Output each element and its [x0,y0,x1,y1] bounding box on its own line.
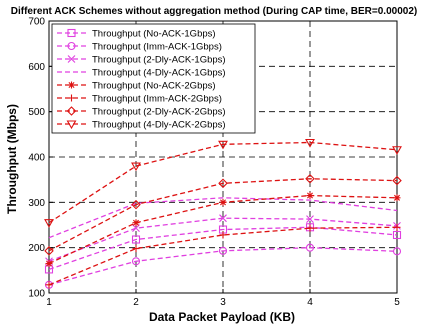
data-point [45,281,53,289]
legend-item: Throughput (Imm-ACK-1Gbps) [57,41,222,52]
data-point [305,173,315,184]
y-axis-label: Throughput (Mbps) [5,104,19,214]
data-point [67,28,76,38]
data-point [68,81,75,89]
y-tick-label: 300 [28,198,45,209]
data-point [392,247,402,256]
series-8 [44,138,402,228]
x-tick-label: 1 [46,297,52,308]
data-point [218,178,228,189]
data-point [131,257,141,266]
data-point [132,245,140,253]
data-point [392,146,402,155]
legend-item: Throughput (No-ACK-2Gbps) [57,80,216,91]
data-point [305,138,315,148]
data-point [66,106,77,116]
chart-title: Different ACK Schemes without aggregatio… [11,6,417,17]
y-tick-label: 700 [28,17,45,28]
series-line [48,141,398,224]
data-point [131,235,141,244]
legend-item: Throughput (4-Dly-ACK-2Gbps) [57,119,226,130]
x-tick-label: 2 [133,297,139,308]
data-point [44,219,54,228]
legend: Throughput (No-ACK-1Gbps) Throughput (Imm… [51,23,256,134]
series-line [48,197,398,239]
axis-ticks: 1 2 3 4 5 100 200 300 400 500 600 700 [28,17,400,309]
legend-label: Throughput (Imm-ACK-1Gbps) [92,41,222,52]
data-point [306,192,314,200]
legend-box [51,23,256,134]
data-point [68,94,75,102]
y-tick-label: 100 [28,289,45,300]
legend-item: Throughput (No-ACK-1Gbps) [57,28,216,39]
legend-label: Throughput (2-Dly-ACK-1Gbps) [92,54,226,65]
x-tick-label: 5 [394,297,400,308]
legend-item: Throughput (Imm-ACK-2Gbps) [57,93,222,104]
data-point [67,55,76,63]
series-group [44,138,402,289]
data-point [392,230,402,240]
legend-label: Throughput (4-Dly-ACK-2Gbps) [92,119,226,130]
data-point [45,260,53,268]
data-point [393,223,401,231]
y-tick-label: 400 [28,153,45,164]
series-line [48,226,398,271]
data-point [393,194,401,202]
data-point [131,162,141,172]
legend-item: Throughput (4-Dly-ACK-1Gbps) [57,67,226,78]
series-line [48,247,398,286]
series-7 [44,173,402,256]
data-point [306,215,314,223]
series-5 [45,192,401,268]
data-point [132,219,140,227]
y-tick-label: 600 [28,62,45,73]
data-point [44,246,54,256]
data-point [218,246,228,255]
data-point [305,243,315,252]
data-point [132,224,140,233]
data-point [131,199,141,210]
data-point [219,198,227,206]
x-tick-label: 3 [220,297,226,308]
legend-item: Throughput (2-Dly-ACK-2Gbps) [57,106,226,117]
data-point [392,175,402,186]
data-point [66,120,77,130]
data-point [219,231,227,239]
legend-label: Throughput (No-ACK-2Gbps) [92,80,216,91]
x-axis-label: Data Packet Payload (KB) [149,310,295,324]
y-tick-label: 200 [28,243,45,254]
data-point [306,224,314,232]
series-4 [48,197,398,239]
data-point [218,140,228,150]
data-point [67,41,76,51]
x-tick-label: 4 [307,297,313,308]
series-1 [44,223,402,274]
series-line [48,178,398,252]
data-point [219,214,227,223]
legend-label: Throughput (No-ACK-1Gbps) [92,28,216,39]
y-tick-label: 500 [28,107,45,118]
series-line [48,226,398,286]
series-6 [45,223,401,289]
legend-label: Throughput (2-Dly-ACK-2Gbps) [92,106,226,117]
legend-label: Throughput (4-Dly-ACK-1Gbps) [92,67,226,78]
legend-label: Throughput (Imm-ACK-2Gbps) [92,93,222,104]
legend-item: Throughput (2-Dly-ACK-1Gbps) [57,54,226,65]
